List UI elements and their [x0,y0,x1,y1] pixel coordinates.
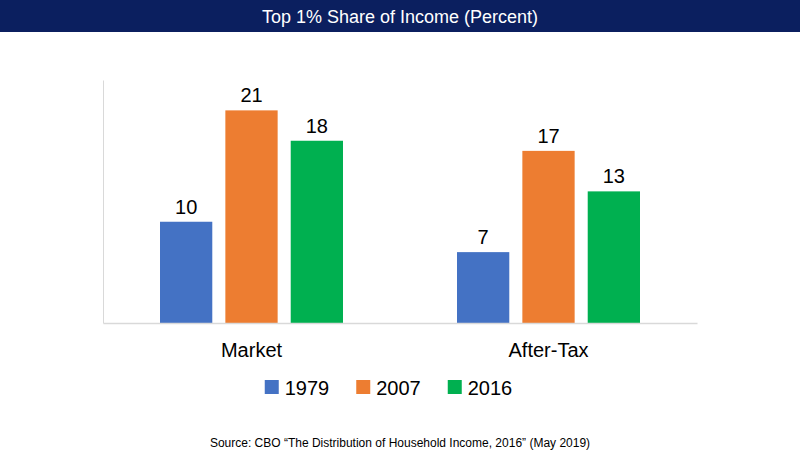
data-label: 13 [603,165,625,187]
bar [225,110,277,323]
data-label: 7 [478,226,489,248]
bar [457,252,509,323]
y-axis [103,81,104,324]
data-label: 18 [306,115,328,137]
x-tick-label: Market [221,339,283,361]
data-label: 10 [175,196,197,218]
bar [588,191,640,323]
x-axis-line [104,323,698,325]
data-labels: 10 7 21 17 18 13 [175,84,625,248]
legend-label: 2007 [376,377,421,399]
x-axis: Market After-Tax [104,323,698,361]
y-axis-line [103,81,104,324]
legend-swatch [448,380,462,394]
source-note: Source: CBO “The Distribution of Househo… [210,436,590,450]
data-label: 21 [240,84,262,106]
bars [160,110,640,323]
title-bar [0,0,800,32]
bar [291,141,343,323]
legend: 1979 2007 2016 [265,377,513,399]
legend-label: 2016 [468,377,513,399]
legend-item: 2007 [356,377,421,399]
legend-item: 2016 [448,377,513,399]
bar [522,151,574,323]
data-label: 17 [537,125,559,147]
legend-swatch [356,380,370,394]
title: Top 1% Share of Income (Percent) [262,7,538,27]
x-tick: Market [221,323,283,361]
x-tick: After-Tax [508,323,588,361]
chart: Top 1% Share of Income (Percent)10721171… [0,0,800,463]
x-tick-label: After-Tax [508,339,588,361]
bar [160,222,212,323]
legend-item: 1979 [265,377,330,399]
legend-swatch [265,380,279,394]
legend-label: 1979 [285,377,330,399]
